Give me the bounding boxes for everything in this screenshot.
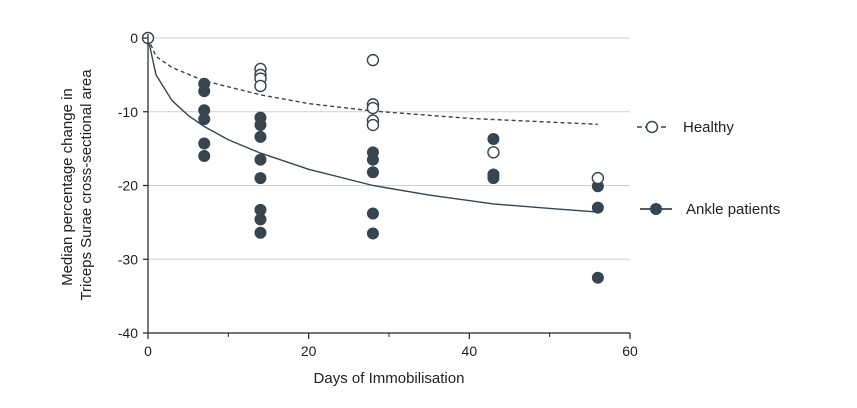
y-axis-title-line-2: Triceps Surae cross-sectional area (78, 69, 95, 301)
ankle-data-point (254, 172, 267, 185)
x-tick-label: 60 (622, 343, 638, 359)
data-points (141, 31, 605, 284)
ankle-data-point (366, 207, 379, 220)
y-tick-label: -10 (118, 104, 138, 120)
ankle-data-point (254, 213, 267, 226)
ankle-data-point (487, 172, 500, 185)
healthy-data-point (591, 171, 605, 185)
ankle-data-point (198, 113, 211, 126)
x-tick-label: 40 (462, 343, 478, 359)
legend-ankle-marker (650, 203, 662, 215)
ankle-fit-curve (147, 37, 598, 213)
ankle-data-point (198, 150, 211, 162)
legend: Healthy Ankle patients (637, 119, 780, 218)
legend-healthy-marker (645, 120, 659, 134)
healthy-data-point (366, 118, 380, 132)
fit-curves (147, 37, 598, 213)
ankle-data-point (591, 201, 604, 214)
healthy-fit-curve (147, 37, 598, 125)
ankle-data-point (198, 85, 211, 98)
healthy-data-point (366, 53, 380, 67)
healthy-data-point (254, 79, 267, 93)
tick-labels: 0 -10 -20 -30 -40 0 20 40 60 (118, 30, 638, 359)
y-tick-label: -20 (118, 178, 138, 194)
ankle-data-point (366, 227, 379, 240)
ankle-data-point (487, 133, 500, 146)
grid-lines (148, 37, 630, 260)
x-tick-label: 0 (144, 343, 152, 359)
healthy-data-point (366, 101, 380, 115)
y-tick-label: 0 (130, 30, 138, 46)
ankle-data-point (198, 137, 211, 150)
ankle-data-point (254, 153, 267, 166)
legend-item-healthy: Healthy (637, 119, 734, 136)
ankle-data-point (366, 166, 379, 179)
axes (143, 34, 631, 339)
ankle-data-point (366, 153, 379, 166)
healthy-data-point (487, 146, 500, 159)
ankle-data-point (591, 271, 604, 284)
y-axis-title: Median percentage change in Triceps Sura… (59, 69, 95, 301)
legend-healthy-label: Healthy (683, 119, 734, 136)
legend-item-ankle-patients: Ankle patients (640, 201, 780, 218)
ankle-data-point (254, 226, 267, 239)
y-axis-title-line-1: Median percentage change in (59, 88, 76, 286)
y-tick-label: -40 (118, 325, 138, 341)
legend-ankle-label: Ankle patients (686, 201, 780, 218)
ankle-data-point (254, 130, 267, 143)
x-axis-title: Days of Immobilisation (314, 370, 465, 387)
ankle-data-point (254, 119, 267, 132)
y-tick-label: -30 (118, 251, 138, 267)
x-tick-label: 20 (301, 343, 317, 359)
